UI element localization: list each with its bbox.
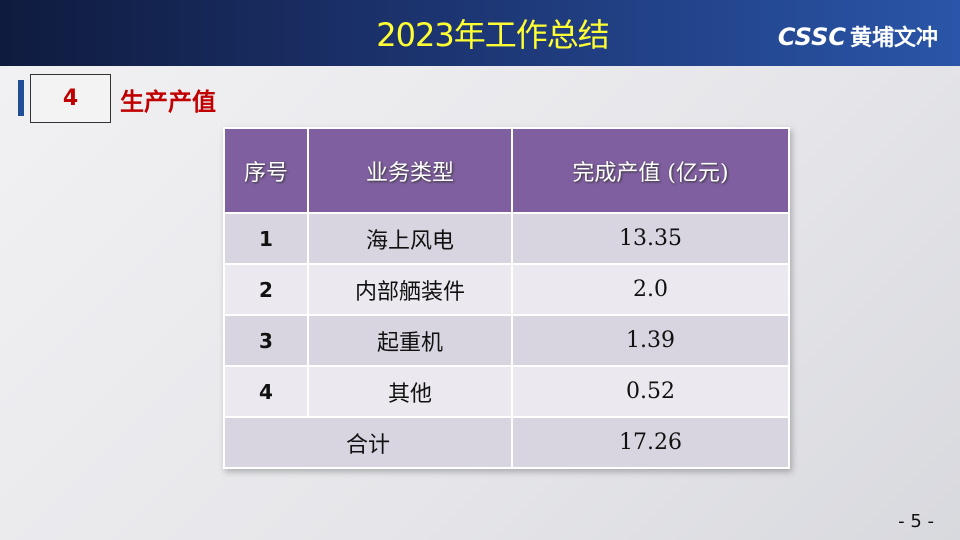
cell-value: 13.35 <box>511 212 790 265</box>
company-logo: CSSC 黄埔文冲 <box>778 20 938 52</box>
cell-index: 3 <box>223 314 309 367</box>
cell-index: 1 <box>223 212 309 265</box>
cell-type: 其他 <box>307 365 513 418</box>
section-title: 生产产值 <box>120 88 216 116</box>
output-value-table: 序号 业务类型 完成产值 (亿元) 1 海上风电 13.35 2 内部舾装件 2.0 3… <box>223 127 790 469</box>
cell-type: 海上风电 <box>307 212 513 265</box>
total-label: 合计 <box>223 416 513 469</box>
cell-value: 2.0 <box>511 263 790 316</box>
header-business-type: 业务类型 <box>307 127 513 214</box>
total-value: 17.26 <box>511 416 790 469</box>
logo-cn: 黄埔文冲 <box>849 26 938 51</box>
cell-type: 起重机 <box>307 314 513 367</box>
cell-type: 内部舾装件 <box>307 263 513 316</box>
page-number: - 5 - <box>898 511 934 532</box>
logo-latin: CSSC <box>777 23 846 51</box>
cell-value: 1.39 <box>511 314 790 367</box>
header-output-value: 完成产值 (亿元) <box>511 127 790 214</box>
table-total-row: 合计 17.26 <box>223 416 790 469</box>
table-row: 4 其他 0.52 <box>223 365 790 418</box>
section-number: 4 <box>30 74 111 123</box>
header-banner: 2023年工作总结 CSSC 黄埔文冲 <box>0 0 960 66</box>
cell-value: 0.52 <box>511 365 790 418</box>
table-header: 序号 业务类型 完成产值 (亿元) <box>223 127 790 214</box>
header-index: 序号 <box>223 127 309 214</box>
cell-index: 4 <box>223 365 309 418</box>
section-accent-bar <box>18 80 24 116</box>
slide-title: 2023年工作总结 <box>376 16 609 54</box>
table-row: 1 海上风电 13.35 <box>223 212 790 265</box>
table-row: 2 内部舾装件 2.0 <box>223 263 790 316</box>
cell-index: 2 <box>223 263 309 316</box>
table-row: 3 起重机 1.39 <box>223 314 790 367</box>
